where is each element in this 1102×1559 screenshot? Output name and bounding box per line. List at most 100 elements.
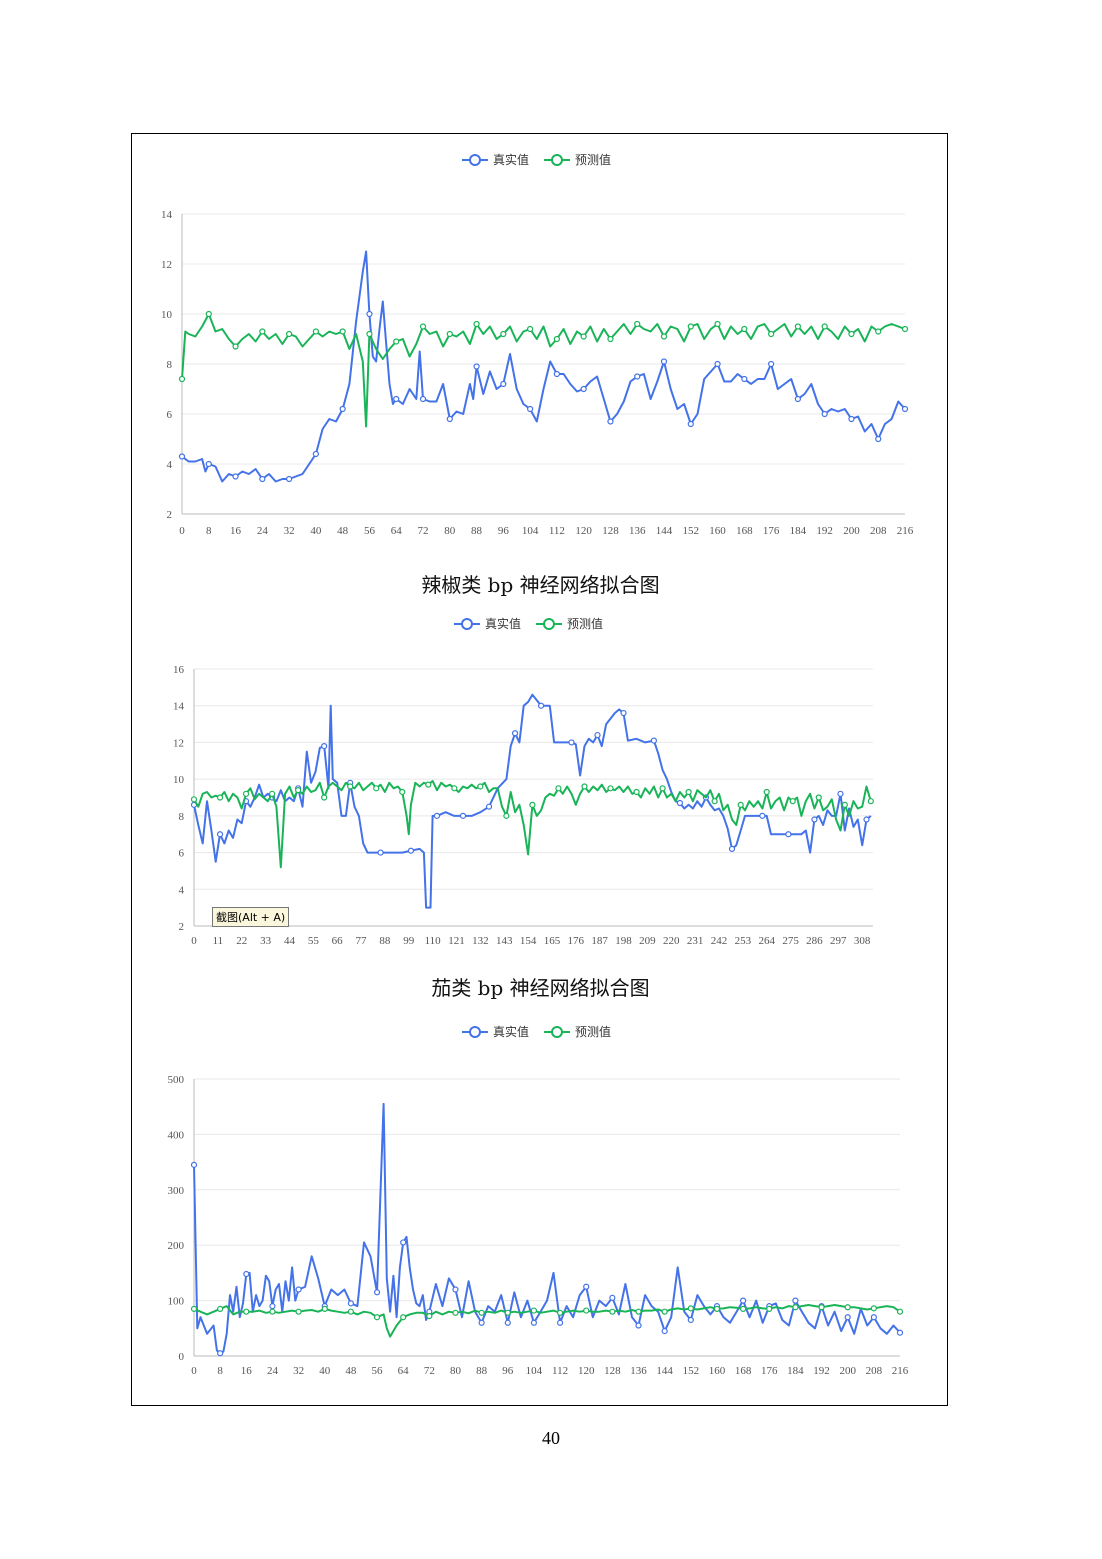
data-point	[485, 803, 493, 810]
data-point	[178, 375, 186, 383]
data-point	[473, 363, 480, 370]
y-tick-label: 16	[173, 664, 185, 676]
x-tick-label: 308	[854, 935, 871, 947]
x-tick-label: 40	[310, 525, 322, 537]
data-point	[500, 330, 507, 338]
x-tick-label: 96	[502, 1365, 514, 1377]
legend-label: 真实值	[485, 616, 521, 631]
predicted-value-series-line	[181, 313, 906, 428]
y-tick-label: 2	[167, 509, 173, 521]
legend-true-value[interactable]: 真实值	[454, 616, 521, 631]
data-point	[659, 785, 666, 792]
x-tick-label: 176	[763, 525, 780, 537]
legend-true-value[interactable]: 真实值	[462, 152, 529, 167]
x-tick-label: 16	[230, 525, 242, 537]
data-point	[741, 375, 748, 383]
x-tick-label: 33	[260, 935, 272, 947]
data-point	[581, 783, 588, 790]
y-tick-label: 8	[167, 359, 173, 371]
legend-predicted-value[interactable]: 预测值	[544, 1024, 611, 1039]
data-point	[312, 450, 319, 458]
data-point	[848, 330, 855, 338]
data-point	[583, 1283, 590, 1290]
data-point	[504, 1309, 511, 1316]
legend-label: 预测值	[567, 616, 603, 631]
x-tick-label: 152	[683, 525, 700, 537]
data-point	[446, 415, 453, 423]
data-point	[530, 1307, 538, 1314]
y-tick-label: 100	[168, 1296, 185, 1308]
data-point	[556, 1309, 564, 1316]
data-point	[425, 781, 432, 788]
x-tick-label: 80	[444, 525, 456, 537]
data-point	[556, 1319, 564, 1326]
legend-marker-icon	[551, 154, 563, 166]
data-point	[286, 475, 293, 483]
x-tick-label: 136	[630, 1365, 647, 1377]
data-point	[452, 1286, 459, 1293]
y-tick-label: 4	[179, 884, 185, 896]
data-point	[821, 323, 828, 330]
data-point	[609, 1308, 616, 1315]
data-point	[620, 709, 627, 717]
data-point	[785, 831, 792, 838]
x-tick-label: 168	[735, 1365, 752, 1377]
data-point	[347, 1308, 354, 1315]
data-point	[190, 796, 198, 803]
data-point	[568, 739, 575, 746]
data-point	[366, 310, 373, 318]
data-point	[714, 320, 721, 328]
data-point	[713, 1305, 721, 1313]
x-tick-label: 55	[308, 935, 320, 947]
x-tick-label: 216	[897, 525, 914, 537]
legend-label: 真实值	[493, 152, 529, 167]
data-point	[312, 328, 319, 335]
y-tick-label: 6	[179, 848, 185, 860]
x-tick-label: 187	[591, 935, 608, 947]
data-point	[580, 385, 587, 393]
data-point	[399, 788, 406, 796]
x-tick-label: 112	[549, 525, 565, 537]
data-point	[848, 415, 855, 423]
data-point	[295, 1286, 302, 1293]
x-tick-label: 120	[575, 525, 592, 537]
data-point	[687, 420, 694, 428]
x-tick-label: 200	[839, 1365, 856, 1377]
data-point	[687, 1305, 694, 1312]
x-tick-label: 275	[782, 935, 799, 947]
data-point	[794, 395, 801, 403]
x-tick-label: 297	[830, 935, 847, 947]
x-tick-label: 32	[284, 525, 295, 537]
y-tick-label: 500	[168, 1074, 185, 1086]
data-point	[259, 475, 266, 483]
data-point	[844, 1314, 851, 1321]
x-tick-label: 8	[217, 1365, 223, 1377]
legend-predicted-value[interactable]: 预测值	[544, 152, 611, 167]
data-point	[740, 1305, 747, 1313]
y-tick-label: 0	[179, 1351, 185, 1363]
figure-frame: 2 4 6 8 10 12 14 0 8 16 24 32 40 48 56 64 72 80 88 96 104 112…	[131, 133, 948, 1406]
y-tick-label: 12	[161, 259, 172, 271]
y-tick-label: 8	[179, 811, 185, 823]
x-tick-label: 0	[191, 935, 197, 947]
x-tick-label: 0	[179, 525, 185, 537]
data-point	[500, 380, 507, 388]
data-point	[875, 328, 882, 335]
y-tick-label: 10	[173, 774, 185, 786]
x-tick-label: 32	[293, 1365, 304, 1377]
data-point	[366, 330, 373, 338]
data-point	[789, 798, 796, 805]
data-point	[529, 801, 536, 808]
x-tick-label: 88	[471, 525, 483, 537]
legend-predicted-value[interactable]: 预测值	[536, 616, 603, 631]
data-point	[217, 1350, 224, 1357]
data-point	[555, 785, 562, 792]
legend-true-value[interactable]: 真实值	[462, 1024, 529, 1039]
x-tick-label: 66	[332, 935, 344, 947]
data-point	[377, 849, 384, 856]
x-tick-label: 16	[241, 1365, 253, 1377]
data-point	[347, 1300, 354, 1307]
data-point	[870, 1314, 877, 1321]
x-tick-label: 184	[787, 1365, 804, 1377]
